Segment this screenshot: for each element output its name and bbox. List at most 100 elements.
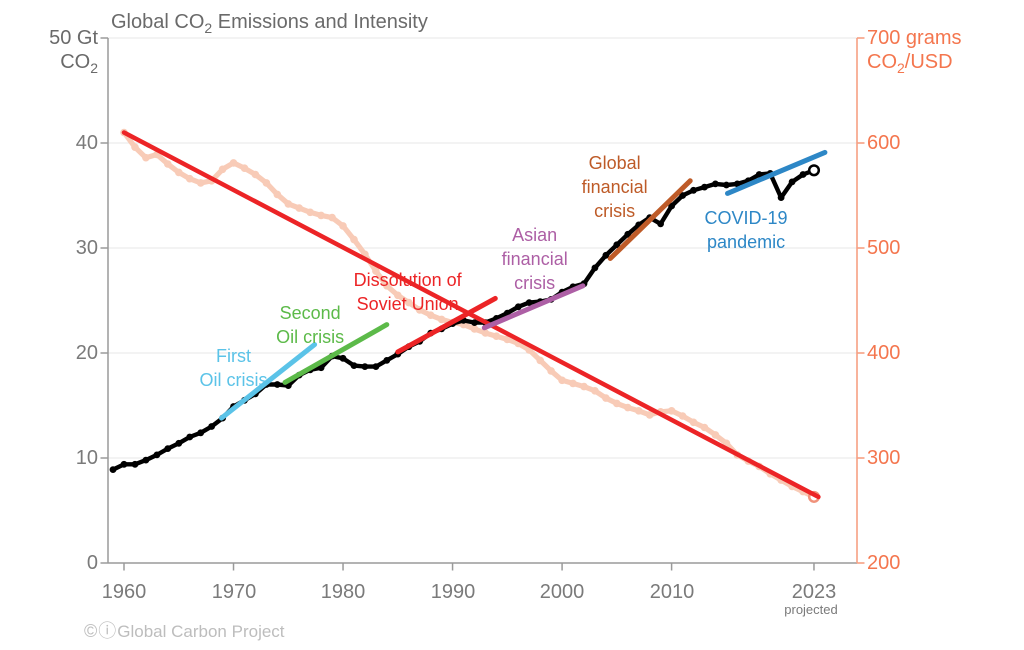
creative-commons-icons: ©ⓘ (84, 621, 118, 641)
data-point (536, 356, 544, 365)
covid-pandemic-label: COVID-19 pandemic (705, 206, 788, 254)
data-point (723, 181, 730, 189)
y-tick-label: 10 (75, 447, 98, 469)
data-point (262, 179, 271, 187)
data-point (437, 315, 446, 324)
first-oil-crisis-label: First Oil crisis (200, 344, 268, 392)
data-point (514, 303, 522, 311)
data-point (295, 204, 304, 212)
data-point (383, 282, 391, 290)
right-tick-label: 500 (867, 237, 901, 259)
data-point (591, 264, 599, 272)
data-point (372, 267, 380, 275)
x-tick-label: 1960 (101, 581, 147, 603)
data-point (273, 381, 281, 388)
data-point (525, 299, 533, 306)
data-point (624, 230, 632, 238)
soviet-union-trend (395, 295, 498, 355)
annotation-line: pandemic (707, 231, 786, 252)
data-point (645, 411, 654, 419)
data-point (185, 174, 194, 183)
projected-note: projected (784, 602, 838, 617)
data-point (471, 319, 478, 326)
data-point (175, 439, 183, 447)
data-point (569, 379, 577, 388)
trend-lines (121, 130, 828, 500)
y-tick-label: 0 (86, 552, 98, 574)
annotation-line: financial (581, 176, 648, 197)
gridlines (108, 37, 857, 459)
data-point (306, 208, 315, 217)
data-point (405, 298, 413, 307)
data-point (415, 306, 424, 314)
data-point (712, 180, 719, 188)
annotation-line: Global (588, 152, 641, 173)
data-point (799, 171, 807, 178)
data-point (317, 211, 325, 220)
data-point (690, 186, 697, 194)
annotation-line: Soviet Union (356, 293, 459, 314)
annotation-line: Oil crisis (199, 370, 268, 391)
x-tick-label: 2023 (791, 581, 837, 603)
data-point (197, 429, 205, 437)
data-point (361, 363, 369, 370)
data-point (350, 362, 358, 369)
y-tick-label: 30 (75, 237, 98, 259)
second-oil-crisis-label: Second Oil crisis (276, 301, 344, 349)
annotation-line: Second (279, 303, 341, 324)
x-tick-label: 2010 (649, 581, 695, 603)
data-point (109, 466, 117, 473)
asian-financial-crisis-label: Asian financial crisis (502, 223, 568, 295)
first-oil-crisis-trend (219, 342, 318, 421)
data-point (339, 354, 347, 362)
data-point (503, 335, 512, 344)
x-tick-label: 1980 (320, 581, 366, 603)
intensity-series-line (121, 129, 817, 500)
asian-financial-crisis-trend (481, 283, 586, 331)
data-point (602, 394, 610, 402)
data-point (164, 445, 172, 452)
data-point (470, 325, 479, 333)
data-point (131, 460, 139, 468)
data-point (547, 367, 555, 375)
second-oil-crisis-trend (282, 322, 390, 385)
data-point (701, 183, 708, 191)
right-axis-unit-label: 700 grams CO2/USD (867, 27, 962, 76)
data-point (700, 423, 709, 432)
data-point (153, 451, 161, 459)
soviet-union-label: Dissolution of Soviet Union (354, 268, 462, 316)
covid-pandemic-trend (725, 149, 828, 196)
data-point (580, 382, 588, 391)
data-point (613, 399, 621, 408)
data-point (186, 433, 194, 441)
global-financial-crisis-trend (607, 178, 693, 261)
data-point (689, 418, 698, 427)
data-point (120, 460, 128, 468)
data-point (328, 213, 336, 222)
data-point (383, 357, 391, 364)
data-point (591, 387, 599, 395)
data-point (175, 168, 183, 177)
data-point (657, 220, 664, 228)
data-point (142, 456, 150, 464)
data-point (131, 143, 139, 151)
data-point (678, 412, 687, 420)
x-tick-label: 2000 (539, 581, 585, 603)
intensity-trend (121, 130, 821, 500)
data-point (394, 291, 402, 300)
data-point (142, 153, 150, 162)
data-point (755, 171, 763, 178)
data-point (284, 200, 293, 208)
data-point (667, 407, 676, 415)
annotation-line: Oil crisis (276, 327, 345, 348)
data-point (350, 235, 358, 244)
right-tick-label: 400 (867, 342, 901, 364)
data-point (634, 407, 643, 415)
data-point (613, 241, 621, 249)
annotation-line: Dissolution of (353, 269, 462, 290)
data-point (777, 194, 785, 202)
data-point (208, 423, 216, 430)
annotation-line: First (216, 346, 252, 367)
